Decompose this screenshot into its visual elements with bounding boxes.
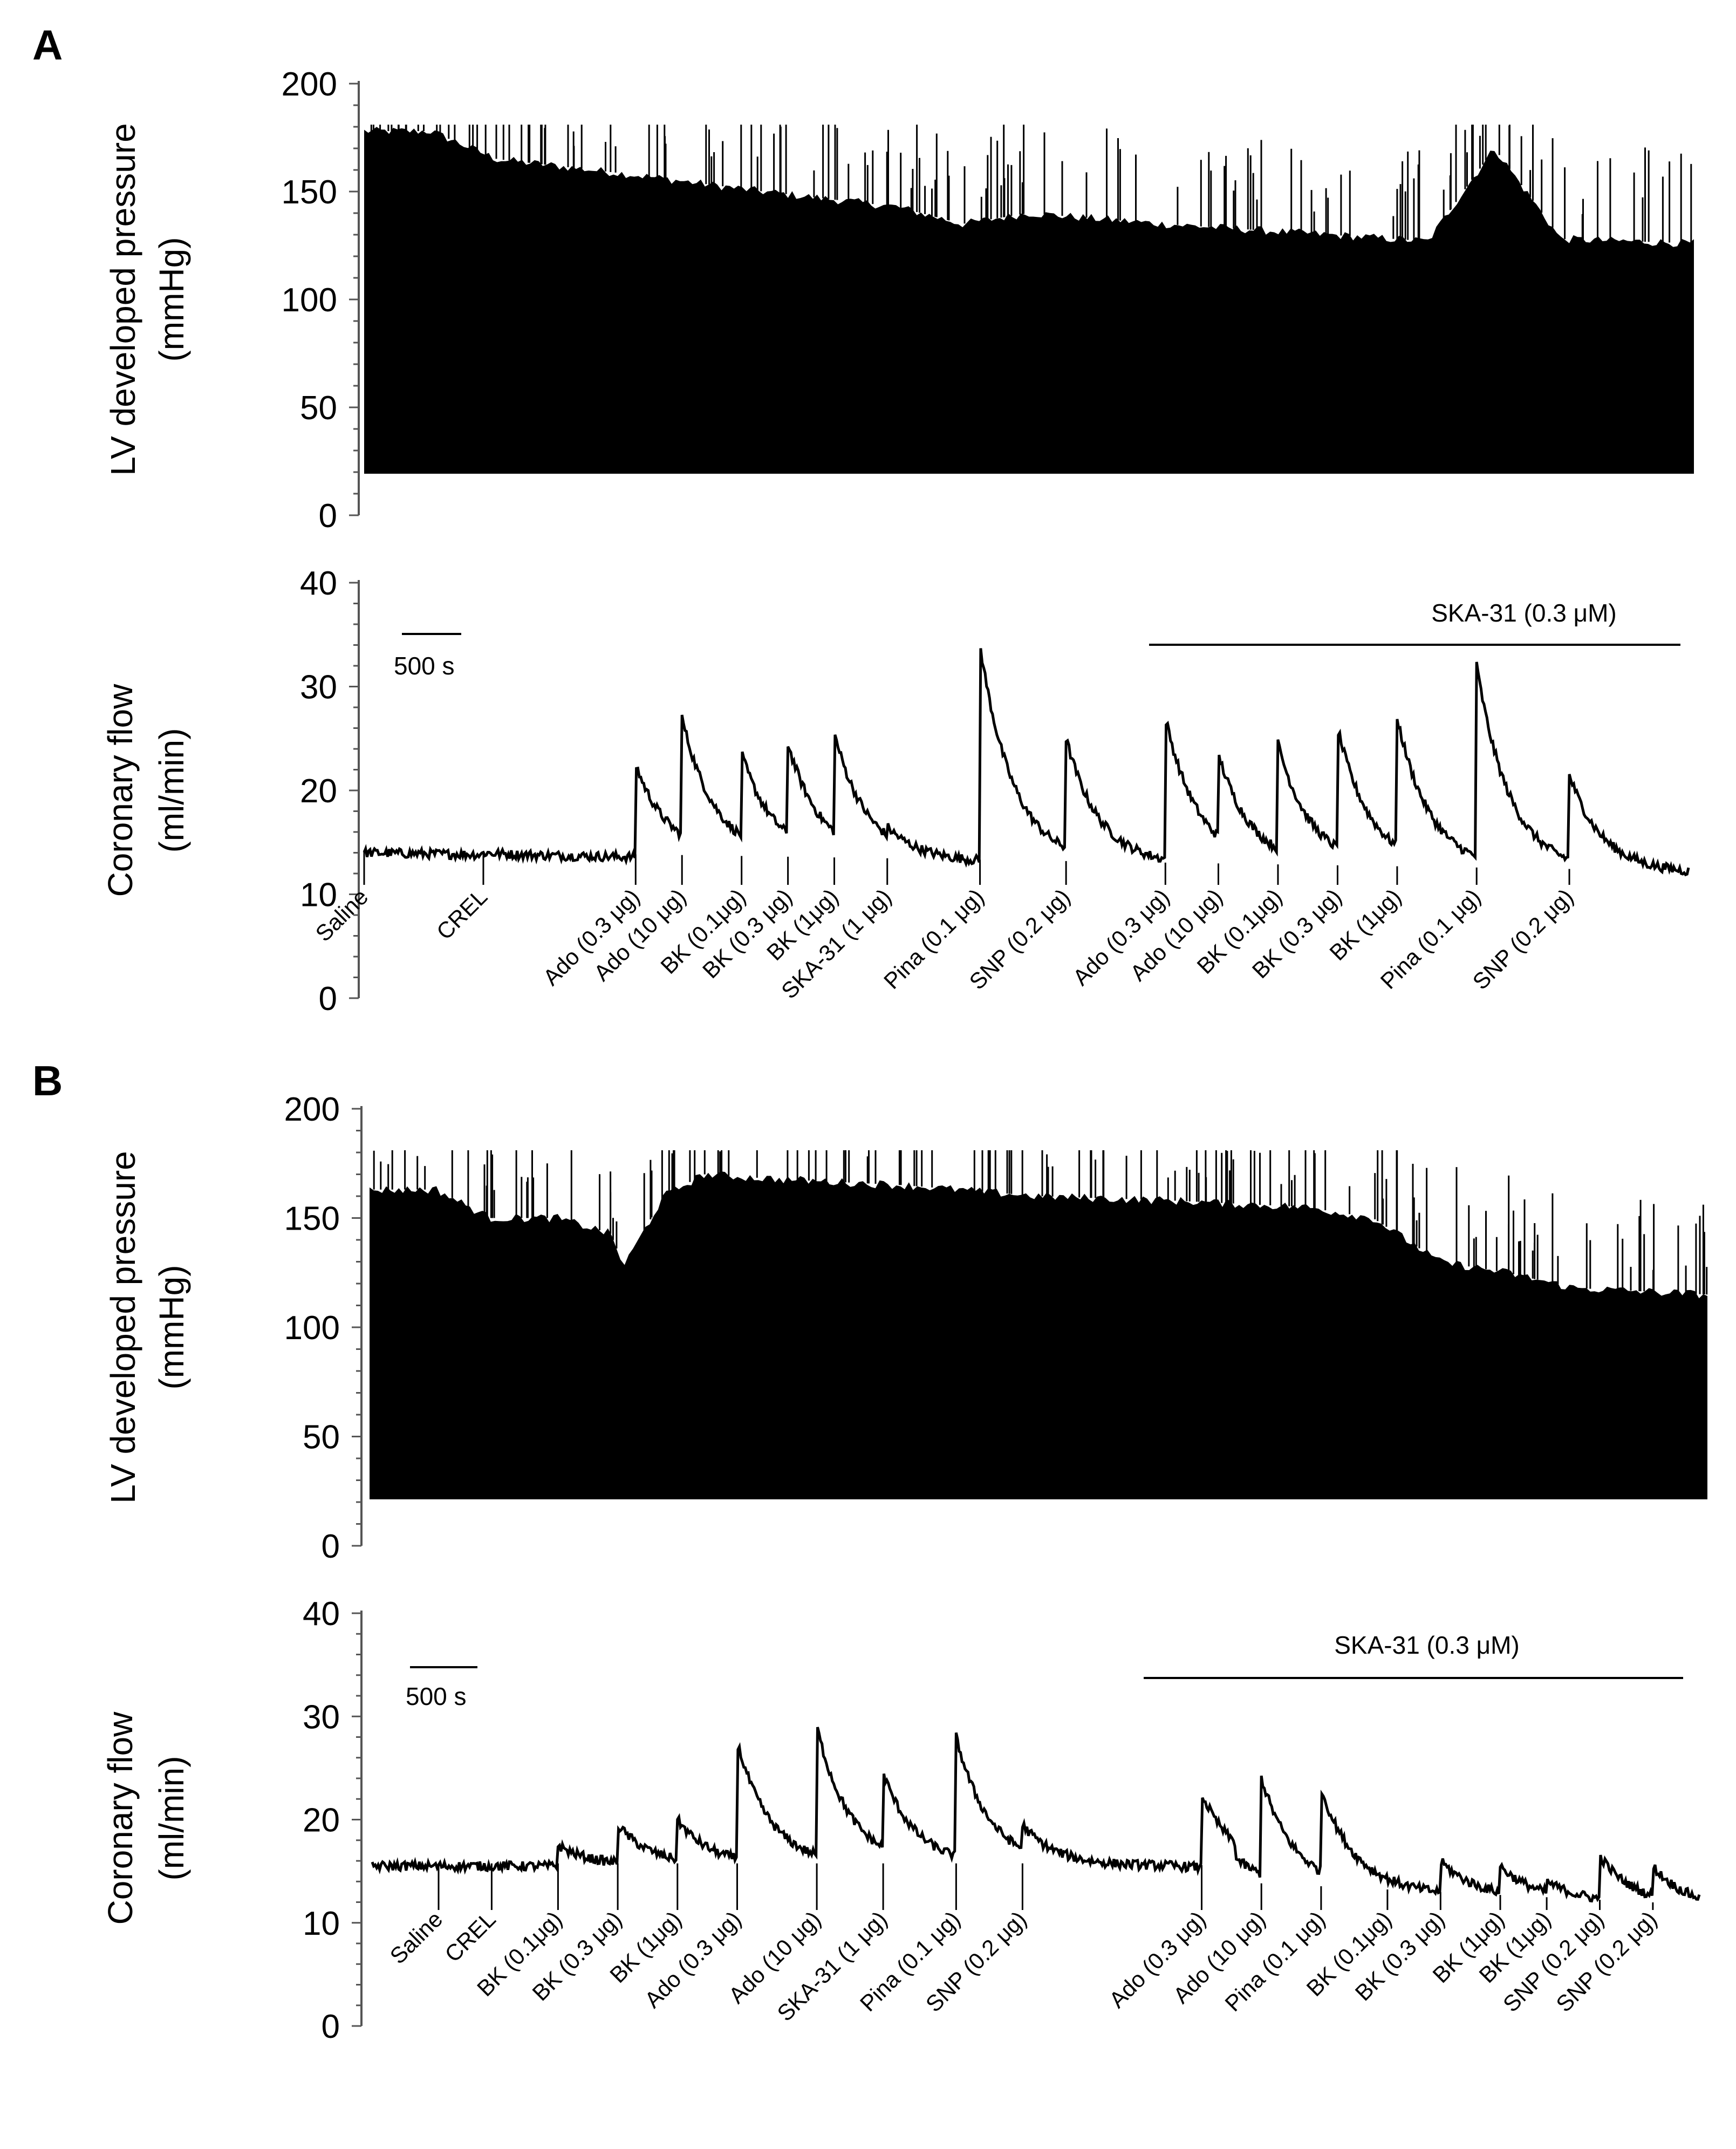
y-tick-label: 200 (284, 1091, 340, 1128)
y-tick-label: 150 (282, 174, 337, 211)
y-axis-label: LV developed pressure (104, 1151, 142, 1503)
y-tick-label: 0 (319, 980, 337, 1018)
y-tick-label: 0 (319, 497, 337, 535)
pressure-spikes (370, 125, 1692, 243)
y-axis-label: Coronary flow (101, 1711, 140, 1925)
y-tick-label: 50 (300, 390, 337, 427)
panel-label-b: B (32, 1057, 63, 1104)
y-tick-label: 30 (300, 669, 337, 706)
y-axis-label-units: (mmHg) (152, 1265, 191, 1389)
y-tick-label: 20 (303, 1802, 340, 1839)
panel-b-coronary-flow-chart: 0 10 20 30 40 Coronary flow (ml/min) 500 s SKA-3… (101, 1595, 1701, 2045)
treatment-label: SKA-31 (0.3 μM) (1431, 599, 1617, 627)
y-tick-label: 100 (282, 282, 337, 319)
event-label: CREL (440, 1906, 500, 1967)
y-tick-label: 50 (303, 1419, 340, 1456)
y-tick-label: 20 (300, 773, 337, 810)
panel-a-lv-pressure-chart: 0 50 100 150 200 LV developed pressure (mmHg) (104, 66, 1694, 535)
systolic-envelope-area (370, 1171, 1707, 1498)
y-tick-label: 40 (300, 565, 337, 602)
panel-a-coronary-flow-chart: 0 10 20 30 40 Coronary flow (ml/min) 500 s SKA-3… (101, 565, 1690, 1018)
y-tick-label: 0 (322, 2008, 340, 2045)
panel-b-lv-pressure-chart: 0 50 100 150 200 LV developed pressure (mmHg) (104, 1091, 1708, 1565)
y-axis-label-units: (ml/min) (152, 728, 191, 852)
pressure-spikes (373, 1150, 1708, 1295)
event-label: SNP (0.2 μg) (1467, 884, 1578, 994)
panel-label-a: A (32, 21, 63, 69)
y-tick-label: 100 (284, 1309, 340, 1347)
y-tick-label: 10 (300, 877, 337, 914)
treatment-label: SKA-31 (0.3 μM) (1334, 1631, 1520, 1659)
systolic-envelope-area (364, 127, 1694, 473)
y-tick-label: 0 (322, 1528, 340, 1565)
y-tick-label: 150 (284, 1200, 340, 1238)
y-tick-label: 30 (303, 1698, 340, 1736)
coronary-flow-trace (363, 648, 1690, 877)
time-scale-label: 500 s (394, 652, 455, 680)
y-tick-label: 200 (282, 66, 337, 103)
y-axis-label-units: (ml/min) (152, 1756, 191, 1880)
coronary-flow-trace (371, 1727, 1701, 1903)
y-tick-label: 40 (303, 1595, 340, 1633)
y-axis-label-units: (mmHg) (152, 237, 191, 361)
y-axis-label: Coronary flow (101, 684, 140, 897)
y-axis-label: LV developed pressure (104, 123, 142, 475)
y-tick-label: 10 (303, 1905, 340, 1942)
time-scale-label: 500 s (406, 1682, 467, 1710)
event-label: CREL (432, 884, 492, 944)
event-label: Saline (385, 1906, 448, 1969)
